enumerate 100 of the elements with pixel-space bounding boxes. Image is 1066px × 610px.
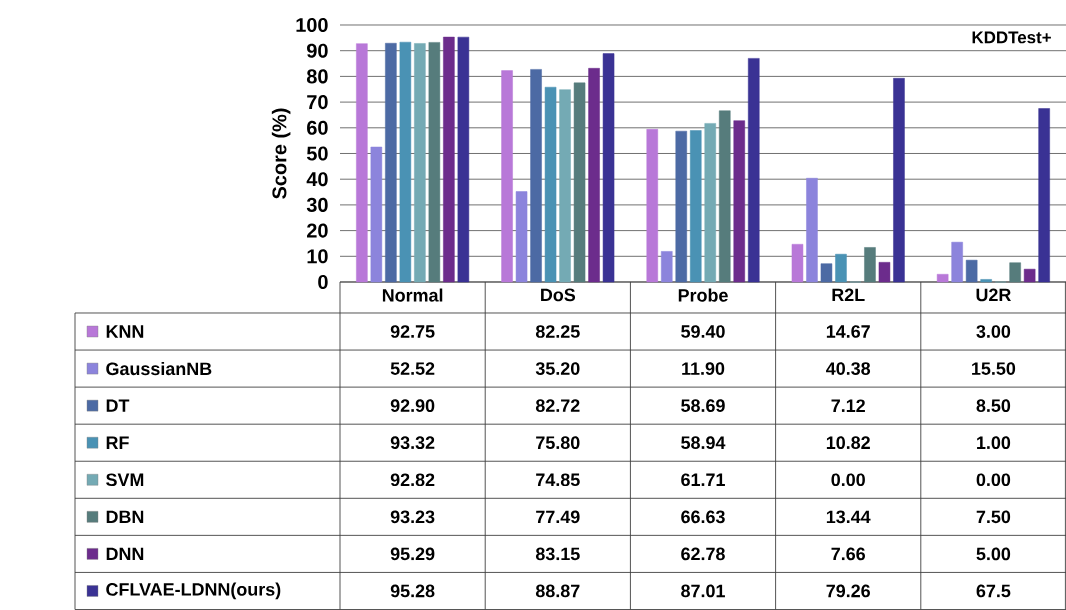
bar (704, 123, 717, 283)
bar (733, 120, 746, 283)
y-tick-label: 50 (306, 146, 328, 161)
bar (835, 253, 847, 283)
bar (936, 274, 949, 283)
data-label: 3.00 (976, 325, 1011, 338)
data-label: 7.50 (976, 510, 1011, 524)
bar (588, 68, 600, 283)
data-label: 59.40 (681, 325, 725, 338)
bar (443, 36, 455, 283)
x-tick-label: Normal (382, 288, 443, 302)
x-tick-label: R2L (832, 288, 865, 302)
data-label: 67.5 (976, 584, 1011, 598)
data-label: 92.75 (390, 325, 435, 338)
chart-title: KDDTest+ (972, 31, 1051, 44)
legend-label: GaussianNB (106, 361, 212, 376)
legend-label: KNN (106, 325, 144, 338)
y-tick-label: 20 (307, 223, 328, 238)
bar (515, 191, 528, 283)
y-tick-label: 40 (306, 172, 328, 187)
data-label: 58.94 (681, 436, 726, 450)
legend-label: SVM (106, 473, 144, 487)
x-tick-label: U2R (976, 288, 1011, 302)
y-tick-label: 80 (306, 69, 328, 84)
y-tick-label: 10 (307, 249, 328, 264)
bar (457, 36, 470, 283)
data-label: 82.25 (535, 325, 580, 338)
data-label: 7.66 (831, 547, 866, 561)
data-label: 35.20 (535, 362, 580, 375)
legend-label: DT (106, 399, 130, 412)
y-tick-label: 70 (307, 95, 328, 110)
data-label: 8.50 (976, 399, 1011, 412)
bar (893, 78, 905, 283)
x-tick-label: DoS (541, 288, 576, 302)
bar (806, 177, 818, 283)
data-label: 61.71 (681, 473, 725, 487)
bar (719, 110, 731, 283)
data-label: 0.00 (831, 473, 865, 487)
data-label: 93.23 (390, 510, 435, 524)
data-label: 83.15 (535, 547, 580, 561)
bar (661, 251, 673, 283)
data-label: 62.78 (681, 547, 725, 561)
data-label: 87.01 (681, 584, 725, 598)
bar (544, 86, 557, 283)
data-label: 58.69 (681, 399, 725, 412)
bar (1023, 268, 1036, 283)
bar (878, 262, 891, 283)
y-tick-label: 30 (306, 197, 328, 212)
data-label: 75.80 (536, 436, 580, 450)
bar (370, 146, 383, 283)
data-label: 7.12 (831, 399, 865, 412)
bar (646, 129, 659, 283)
y-tick-label: 100 (296, 17, 328, 33)
bar (428, 42, 441, 283)
bar (864, 247, 876, 283)
data-label: 88.87 (535, 584, 580, 598)
y-tick-label: 0 (318, 274, 328, 290)
y-tick-label: 60 (307, 120, 328, 135)
bar (1009, 262, 1021, 283)
y-axis-title: Score (%) (271, 108, 291, 199)
data-label: 95.28 (390, 584, 435, 598)
bar (748, 58, 760, 283)
x-tick-label: Probe (678, 288, 728, 302)
data-label: 79.26 (826, 584, 870, 598)
data-label: 10.82 (826, 436, 870, 450)
data-label: 52.52 (390, 362, 435, 375)
bar (559, 89, 571, 283)
legend-label: DNN (106, 547, 144, 561)
y-tick-label: 90 (307, 43, 328, 58)
bar (573, 82, 586, 283)
bar (791, 244, 804, 283)
bar (399, 41, 412, 283)
bar (820, 263, 833, 283)
data-label: 13.44 (826, 510, 871, 524)
bar (675, 130, 688, 283)
bar (385, 43, 397, 283)
data-label: 77.49 (536, 510, 580, 524)
data-label: 1.00 (977, 436, 1011, 450)
data-label: 93.32 (390, 436, 435, 450)
data-label: 14.67 (826, 325, 870, 338)
bar (965, 259, 978, 283)
data-label: 74.85 (536, 473, 580, 487)
bar (414, 43, 426, 283)
bar (690, 130, 702, 283)
bar (356, 43, 368, 283)
bar (602, 53, 615, 283)
data-label: 11.90 (682, 362, 725, 375)
data-label: 5.00 (976, 547, 1011, 561)
data-label: 0.00 (976, 473, 1011, 487)
data-label: 92.82 (390, 473, 435, 487)
bar (1038, 108, 1050, 283)
data-label: 66.63 (681, 510, 725, 524)
legend-label: RF (106, 436, 129, 449)
data-label: 95.29 (390, 547, 435, 561)
data-label: 92.90 (390, 399, 435, 412)
bar (501, 70, 513, 283)
bar (951, 241, 963, 283)
data-label: 40.38 (826, 362, 871, 375)
bar (980, 279, 992, 283)
data-label: 82.72 (535, 399, 580, 412)
